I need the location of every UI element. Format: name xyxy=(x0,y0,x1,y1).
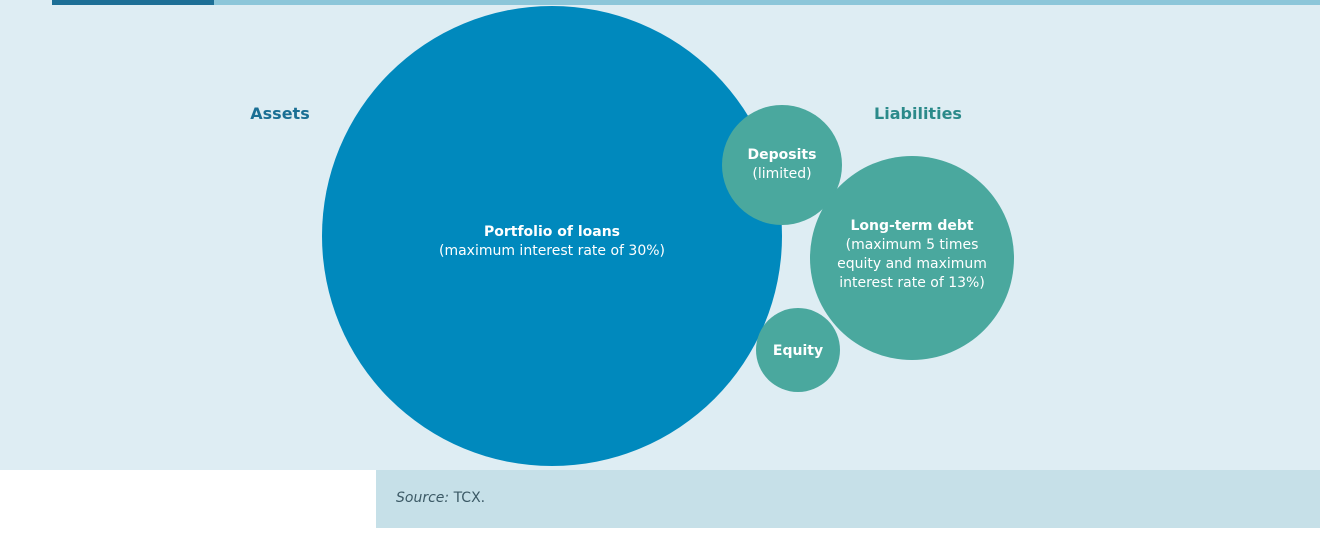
source-note: Source: TCX. xyxy=(376,470,1320,528)
source-label: Source: xyxy=(396,490,450,506)
assets-label: Assets xyxy=(250,104,309,123)
node-text: (maximum interest rate of 30%) xyxy=(439,243,665,259)
node-text: equity and maximum xyxy=(837,256,987,272)
diagram: Assets Liabilities Portfolio of loans (ma… xyxy=(0,0,1320,470)
node-text: (limited) xyxy=(752,166,811,182)
top-bar xyxy=(214,0,1320,5)
node-labels: Portfolio of loans (maximum interest rate… xyxy=(439,147,987,359)
node-title: Portfolio of loans xyxy=(484,224,620,240)
source-text: TCX. xyxy=(453,490,486,506)
top-bar-accent xyxy=(52,0,214,5)
node-title: Long-term debt xyxy=(850,218,973,234)
node-text: interest rate of 13%) xyxy=(839,275,985,291)
equity-circle xyxy=(756,308,840,392)
debt-circle xyxy=(810,156,1014,360)
node-title: Deposits xyxy=(748,147,817,163)
liabilities-label: Liabilities xyxy=(874,104,962,123)
node-text: (maximum 5 times xyxy=(846,237,979,253)
node-title: Equity xyxy=(773,343,823,359)
assets-circle xyxy=(322,6,782,466)
deposits-circle xyxy=(722,105,842,225)
